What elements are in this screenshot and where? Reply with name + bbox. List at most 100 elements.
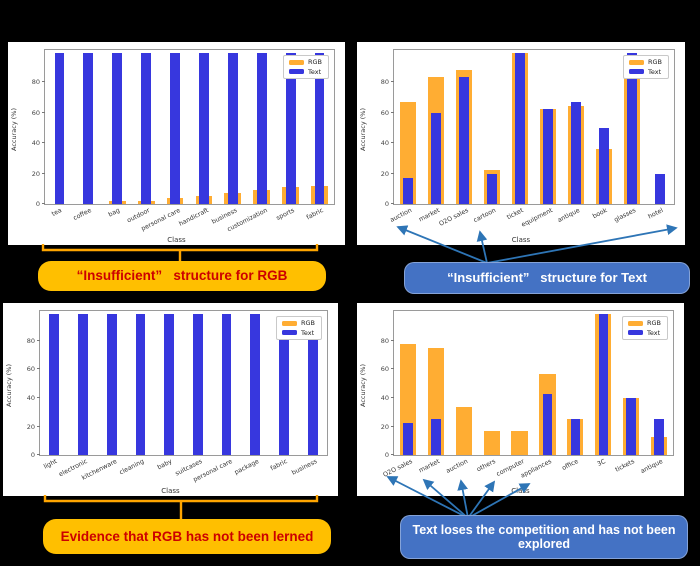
legend: RGB Text: [622, 55, 669, 79]
x-tick-label: coffee: [72, 207, 94, 223]
y-tick-label: 60: [380, 365, 389, 374]
legend-swatch-text: [288, 69, 304, 75]
bar-text-auction: [403, 178, 413, 204]
bar-text-package: [250, 313, 261, 455]
x-tick-label: fabric: [269, 458, 289, 473]
arrows-bottom-right: [386, 476, 531, 519]
bar-text-suitcases: [192, 313, 203, 455]
bar-text-fabric: [314, 53, 325, 204]
x-axis-label: Class: [511, 236, 531, 244]
bar-text-antique: [654, 419, 664, 455]
bar-text-sports: [285, 53, 296, 204]
y-tick-mark: [42, 172, 45, 174]
x-tick-label: sports: [274, 207, 296, 223]
y-tick-label: 20: [31, 169, 40, 178]
plot-area: 0 20 40 60 80 tea coffee bag outdoor personal car…: [32, 49, 335, 233]
bar-text-baby: [164, 313, 175, 455]
bar-text-coffee: [83, 53, 94, 204]
bar-text-electronic: [78, 313, 88, 455]
chart-bottom-right-text-loses: Accuracy (%) Class 0 20 40 60 80 O2O sales marke…: [357, 303, 684, 496]
bar-text-appliances: [542, 393, 553, 455]
x-axis-label: Class: [161, 487, 180, 495]
bar-text-cartoon: [487, 173, 497, 204]
y-tick-label: 40: [380, 393, 389, 402]
bar-text-business: [307, 330, 318, 455]
caption-rgb-not-learned: Evidence that RGB has not been lerned: [43, 519, 331, 554]
x-tick-label: antique: [639, 458, 665, 476]
y-tick-label: 80: [380, 78, 389, 87]
y-tick-label: 0: [384, 200, 389, 208]
y-tick-mark: [37, 396, 40, 398]
bar-rgb-computer: [511, 430, 528, 455]
x-tick-label: tea: [51, 207, 64, 218]
legend-swatch-text: [628, 69, 644, 75]
x-tick-label: fabric: [305, 207, 325, 222]
y-tick-mark: [37, 368, 40, 370]
caption-insufficient-text: “Insufficient” structure for Text: [404, 262, 690, 294]
y-tick-label: 0: [384, 451, 389, 459]
y-tick-mark: [42, 111, 45, 113]
legend-label: RGB: [300, 319, 315, 327]
bar-text-business: [227, 53, 238, 204]
x-tick-label: baby: [156, 458, 174, 472]
caption-insufficient-rgb: “Insufficient” structure for RGB: [38, 261, 326, 291]
bar-text-cleaning: [135, 313, 146, 455]
arrows-top-right: [396, 224, 678, 264]
y-tick-mark: [391, 339, 394, 341]
legend-swatch-rgb: [627, 320, 643, 326]
x-tick-label: handicraft: [177, 207, 210, 228]
legend-label: Text: [300, 328, 315, 337]
legend-entry-rgb: RGB: [281, 319, 315, 327]
x-tick-label: hotel: [647, 207, 665, 221]
chart-bottom-left-rgb-not-learned: Accuracy (%) Class 0 20 40 60 80 light electroni…: [3, 303, 338, 496]
bar-text-market: [431, 112, 441, 204]
y-tick-label: 20: [380, 169, 389, 178]
x-tick-label: package: [233, 458, 261, 477]
legend-label: RGB: [647, 58, 662, 66]
chart-top-right-text-insufficient: Accuracy (%) Class 0 20 40 60 80 auction market O…: [357, 42, 685, 245]
legend-swatch-rgb: [281, 320, 297, 326]
y-tick-label: 0: [35, 200, 40, 208]
y-tick-mark: [391, 454, 394, 455]
x-tick-label: bag: [107, 207, 122, 219]
legend-entry-text: Text: [627, 329, 661, 337]
y-tick-label: 60: [380, 108, 389, 117]
legend-entry-rgb: RGB: [288, 58, 322, 66]
chart-top-left-rgb-insufficient: Accuracy (%) Class 0 20 40 60 80 tea coffee bag ou…: [8, 42, 345, 245]
legend-label: Text: [647, 67, 662, 76]
legend-label: RGB: [307, 58, 322, 66]
y-axis-label: Accuracy (%): [359, 107, 367, 151]
bar-text-hotel: [655, 173, 665, 204]
y-tick-mark: [42, 203, 45, 204]
orange-brace-bottom-left: [43, 495, 319, 520]
bar-text-tickets: [626, 397, 636, 455]
y-tick-mark: [391, 81, 394, 83]
bar-text-ticket: [515, 53, 525, 204]
plot-area: 0 20 40 60 80 O2O sales market auction others com…: [381, 310, 674, 480]
y-tick-label: 20: [26, 422, 35, 431]
y-tick-label: 20: [380, 422, 389, 431]
orange-brace-top-left: [41, 244, 319, 263]
y-axis-label: Accuracy (%): [359, 363, 367, 407]
legend-swatch-rgb: [288, 59, 304, 65]
bar-text-light: [49, 313, 60, 455]
bar-text-O2O sales: [403, 422, 413, 455]
y-tick-label: 60: [26, 365, 35, 374]
caption-text-loses: Text loses the competition and has not b…: [400, 515, 688, 559]
legend-swatch-rgb: [628, 59, 644, 65]
legend-label: Text: [307, 67, 322, 76]
x-tick-label: 3C: [596, 458, 608, 469]
bar-rgb-auction: [455, 407, 472, 455]
plot-area: 0 20 40 60 80 auction market O2O sales cartoon ti…: [381, 49, 675, 229]
y-tick-mark: [42, 81, 45, 83]
y-tick-mark: [37, 425, 40, 427]
y-tick-mark: [391, 425, 394, 427]
bar-rgb-others: [483, 430, 500, 455]
y-tick-mark: [391, 203, 394, 204]
bar-text-tea: [54, 53, 65, 204]
legend-swatch-text: [627, 330, 643, 336]
bar-text-glasses: [627, 53, 637, 204]
x-tick-label: tickets: [614, 458, 636, 474]
bar-text-kitchenware: [106, 313, 117, 455]
